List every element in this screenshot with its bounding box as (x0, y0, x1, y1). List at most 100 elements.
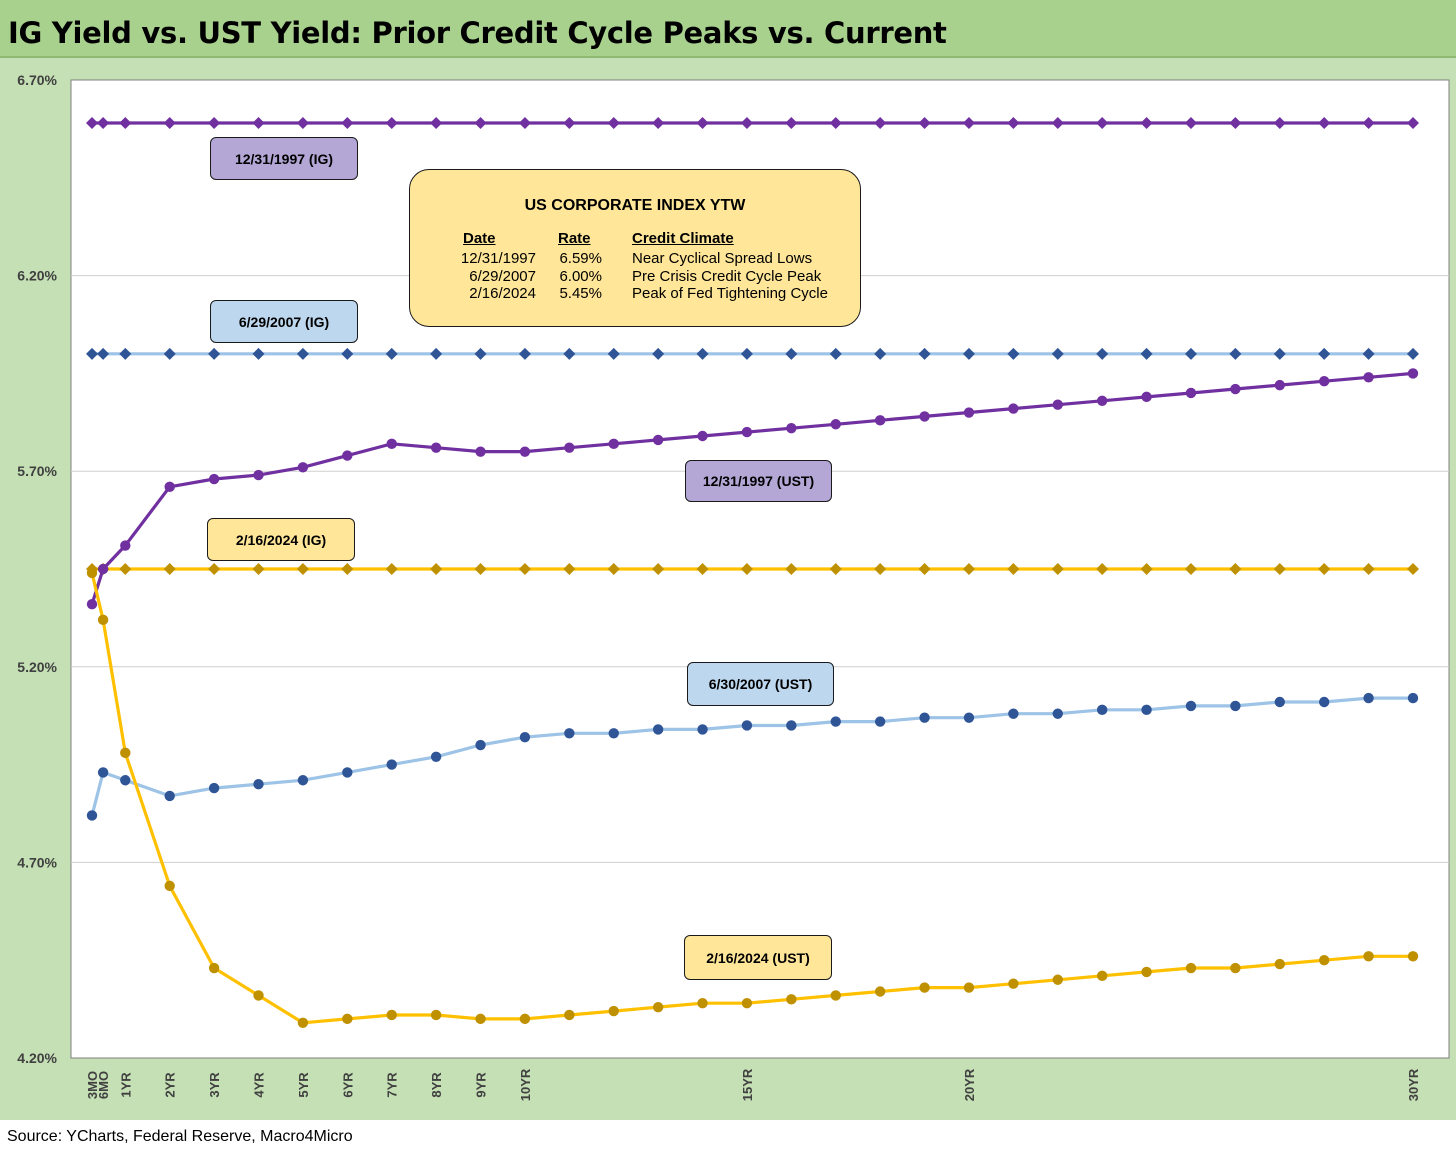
data-point (741, 998, 753, 1009)
data-point (1273, 347, 1286, 360)
data-point (786, 994, 797, 1005)
data-point (1273, 563, 1286, 575)
data-point (608, 728, 619, 739)
data-point (385, 563, 398, 575)
data-point (1273, 117, 1286, 130)
data-point (785, 563, 798, 575)
data-point (385, 347, 398, 360)
data-point (1318, 376, 1330, 387)
data-point (1141, 704, 1152, 716)
data-point (563, 117, 576, 130)
y-tick-label: 5.20% (17, 659, 57, 675)
data-point (1051, 563, 1064, 575)
data-point (297, 775, 309, 786)
data-point (696, 563, 709, 575)
x-tick-label: 9YR (474, 1072, 489, 1098)
data-point (1008, 403, 1019, 414)
data-point (1052, 708, 1063, 719)
x-tick-label: 30YR (1406, 1068, 1421, 1101)
row-date: 2/16/2024 (469, 285, 536, 302)
data-point (97, 767, 109, 778)
data-point (430, 347, 443, 360)
data-point (253, 778, 264, 790)
data-point (652, 1001, 664, 1013)
data-point (1407, 117, 1419, 130)
row-date: 6/29/2007 (469, 268, 536, 285)
data-point (97, 614, 109, 626)
label-2007-ust: 6/30/2007 (UST) (687, 662, 834, 706)
data-point (1185, 962, 1197, 974)
data-point (1184, 117, 1197, 130)
data-point (1229, 347, 1242, 360)
data-point (874, 716, 886, 727)
data-point (740, 347, 753, 360)
data-point (607, 563, 620, 575)
data-point (564, 442, 575, 453)
data-point (918, 347, 931, 360)
data-point (474, 563, 487, 575)
data-point (1274, 696, 1285, 708)
data-point (564, 728, 575, 739)
data-point (741, 426, 753, 438)
data-point (1185, 387, 1197, 399)
data-point (1141, 966, 1152, 978)
x-tick-label: 4YR (252, 1072, 267, 1098)
data-point (386, 438, 397, 450)
data-point (1229, 117, 1242, 130)
data-point (607, 347, 620, 360)
label-2007-ig: 6/29/2007 (IG) (210, 300, 358, 343)
x-tick-label: 1YR (118, 1072, 133, 1098)
data-point (86, 117, 98, 130)
data-point (1230, 383, 1241, 395)
data-point (1140, 563, 1153, 575)
data-point (208, 563, 221, 575)
data-point (1184, 347, 1197, 360)
data-point (252, 117, 265, 130)
data-point (919, 712, 930, 723)
data-point (119, 563, 132, 575)
data-point (1362, 347, 1375, 360)
data-point (563, 563, 576, 575)
x-tick-label: 5YR (296, 1072, 311, 1098)
data-point (962, 563, 975, 575)
data-point (97, 563, 109, 575)
data-point (1407, 347, 1419, 360)
data-point (252, 347, 265, 360)
data-point (163, 563, 176, 575)
data-point (697, 998, 708, 1009)
data-point (1230, 700, 1241, 712)
data-point (386, 1009, 397, 1021)
data-point (1362, 117, 1375, 130)
chart-title: IG Yield vs. UST Yield: Prior Credit Cyc… (8, 16, 947, 50)
data-point (475, 739, 486, 751)
data-point (163, 117, 176, 130)
data-point (475, 1013, 486, 1025)
data-point (208, 347, 221, 360)
data-point (563, 347, 576, 360)
data-point (697, 724, 708, 735)
data-point (741, 720, 753, 731)
data-point (1184, 563, 1197, 575)
data-point (341, 563, 354, 575)
data-point (696, 117, 709, 130)
data-point (830, 990, 841, 1001)
data-point (564, 1009, 575, 1021)
data-point (786, 720, 797, 731)
data-point (208, 782, 220, 794)
data-point (1096, 347, 1109, 360)
data-point (1318, 955, 1330, 966)
y-tick-label: 4.20% (17, 1050, 57, 1066)
data-point (963, 712, 975, 723)
row-rate: 5.45% (559, 285, 602, 302)
data-point (342, 450, 353, 461)
data-point (1096, 395, 1108, 406)
data-point (786, 422, 797, 434)
y-tick-label: 6.20% (17, 268, 57, 284)
data-point (608, 438, 619, 450)
y-tick-label: 6.70% (17, 72, 57, 88)
row-credit-climate: Pre Crisis Credit Cycle Peak (632, 268, 822, 285)
data-point (296, 117, 309, 130)
data-point (1096, 704, 1108, 716)
x-tick-label: 7YR (385, 1072, 400, 1098)
data-point (652, 724, 664, 735)
